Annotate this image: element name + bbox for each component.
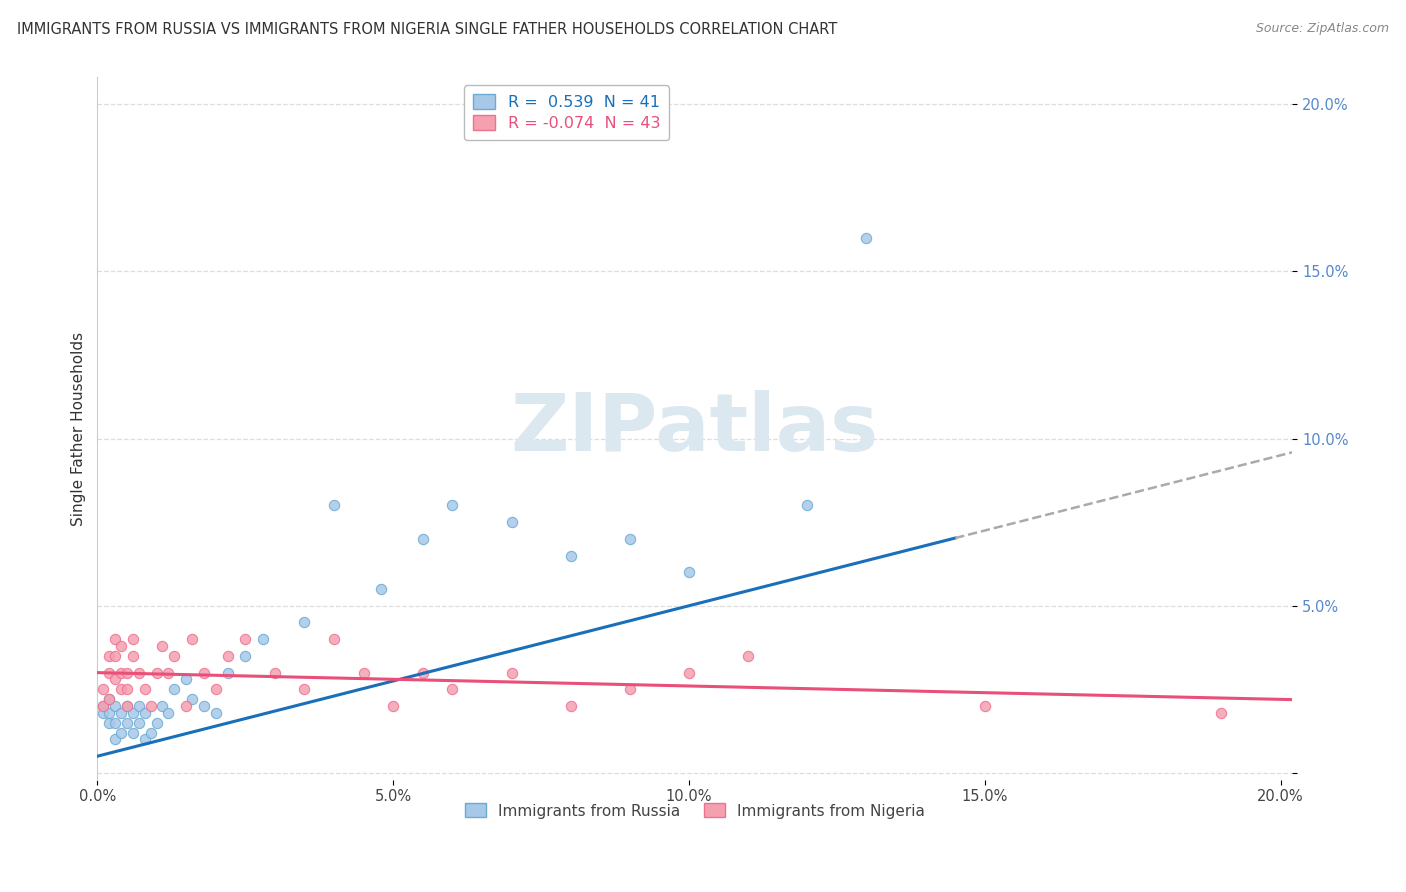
Point — [193, 699, 215, 714]
Point — [139, 699, 162, 714]
Point — [139, 726, 162, 740]
Point — [104, 632, 127, 647]
Point — [157, 706, 180, 720]
Point — [98, 692, 121, 706]
Point — [263, 665, 285, 680]
Point — [104, 715, 127, 730]
Point — [128, 715, 150, 730]
Point — [619, 682, 641, 697]
Point — [110, 682, 132, 697]
Point — [678, 566, 700, 580]
Point — [619, 532, 641, 546]
Point — [91, 682, 114, 697]
Point — [110, 726, 132, 740]
Point — [104, 732, 127, 747]
Point — [128, 665, 150, 680]
Point — [145, 665, 167, 680]
Point — [233, 632, 256, 647]
Point — [128, 699, 150, 714]
Point — [163, 648, 186, 663]
Point — [1211, 706, 1233, 720]
Text: ZIPatlas: ZIPatlas — [510, 390, 879, 467]
Point — [110, 639, 132, 653]
Point — [115, 699, 138, 714]
Point — [163, 682, 186, 697]
Point — [115, 682, 138, 697]
Point — [560, 699, 582, 714]
Point — [91, 699, 114, 714]
Point — [104, 648, 127, 663]
Point — [382, 699, 405, 714]
Point — [678, 665, 700, 680]
Point — [91, 699, 114, 714]
Point — [323, 499, 346, 513]
Point — [233, 648, 256, 663]
Point — [174, 673, 197, 687]
Point — [115, 699, 138, 714]
Point — [973, 699, 995, 714]
Point — [98, 665, 121, 680]
Point — [157, 665, 180, 680]
Point — [217, 665, 239, 680]
Point — [152, 699, 174, 714]
Y-axis label: Single Father Households: Single Father Households — [72, 332, 86, 525]
Point — [98, 706, 121, 720]
Point — [441, 499, 464, 513]
Point — [121, 648, 143, 663]
Point — [115, 665, 138, 680]
Point — [294, 615, 316, 630]
Text: Source: ZipAtlas.com: Source: ZipAtlas.com — [1256, 22, 1389, 36]
Point — [104, 699, 127, 714]
Point — [98, 715, 121, 730]
Point — [796, 499, 818, 513]
Point — [134, 732, 156, 747]
Point — [412, 532, 434, 546]
Point — [104, 673, 127, 687]
Point — [115, 715, 138, 730]
Point — [855, 231, 877, 245]
Point — [110, 706, 132, 720]
Point — [252, 632, 274, 647]
Text: IMMIGRANTS FROM RUSSIA VS IMMIGRANTS FROM NIGERIA SINGLE FATHER HOUSEHOLDS CORRE: IMMIGRANTS FROM RUSSIA VS IMMIGRANTS FRO… — [17, 22, 837, 37]
Legend: Immigrants from Russia, Immigrants from Nigeria: Immigrants from Russia, Immigrants from … — [458, 797, 931, 824]
Point — [152, 639, 174, 653]
Point — [145, 715, 167, 730]
Point — [353, 665, 375, 680]
Point — [560, 549, 582, 563]
Point — [441, 682, 464, 697]
Point — [737, 648, 759, 663]
Point — [121, 632, 143, 647]
Point — [98, 692, 121, 706]
Point — [134, 682, 156, 697]
Point — [204, 706, 226, 720]
Point — [121, 726, 143, 740]
Point — [181, 692, 204, 706]
Point — [204, 682, 226, 697]
Point — [193, 665, 215, 680]
Point — [121, 706, 143, 720]
Point — [501, 515, 523, 529]
Point — [217, 648, 239, 663]
Point — [98, 648, 121, 663]
Point — [174, 699, 197, 714]
Point — [323, 632, 346, 647]
Point — [134, 706, 156, 720]
Point — [91, 706, 114, 720]
Point — [501, 665, 523, 680]
Point — [181, 632, 204, 647]
Point — [370, 582, 392, 596]
Point — [110, 665, 132, 680]
Point — [412, 665, 434, 680]
Point — [294, 682, 316, 697]
